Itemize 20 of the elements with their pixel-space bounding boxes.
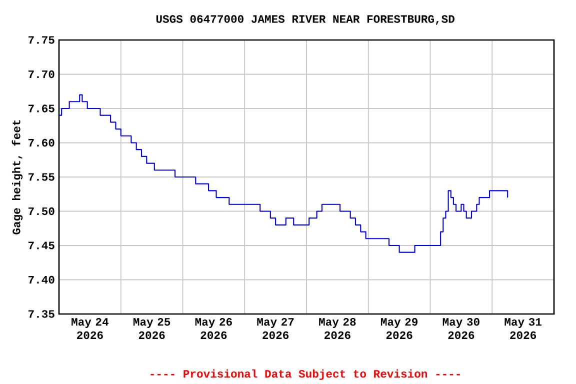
x-tick-label: May 27 2026 — [257, 318, 294, 340]
y-axis-title: Gage height, feet — [12, 120, 23, 234]
x-tick-label: May 28 2026 — [319, 318, 356, 340]
x-tick-label: May 31 2026 — [504, 318, 542, 340]
y-tick-label: 7.65 — [28, 104, 54, 112]
x-tick-label: May 30 2026 — [442, 318, 480, 340]
x-tick-label: May 26 2026 — [195, 318, 232, 340]
y-tick-label: 7.70 — [28, 70, 54, 78]
y-tick-label: 7.55 — [28, 173, 54, 181]
chart-title: USGS 06477000 JAMES RIVER NEAR FORESTBURG,SD — [156, 15, 454, 25]
y-tick-label: 7.40 — [28, 276, 54, 284]
x-tick-label: May 25 2026 — [133, 318, 170, 340]
y-tick-label: 7.35 — [28, 310, 54, 318]
x-tick-label: May 29 2026 — [380, 318, 418, 340]
y-tick-label: 7.50 — [28, 207, 54, 216]
y-tick-label: 7.45 — [28, 242, 54, 250]
x-tick-label: May 24 2026 — [72, 318, 108, 340]
y-tick-label: 7.60 — [28, 138, 54, 147]
y-tick-label: 7.75 — [28, 36, 54, 44]
text: ---- Provisional Data Subject to Revision ---- — [150, 369, 460, 380]
